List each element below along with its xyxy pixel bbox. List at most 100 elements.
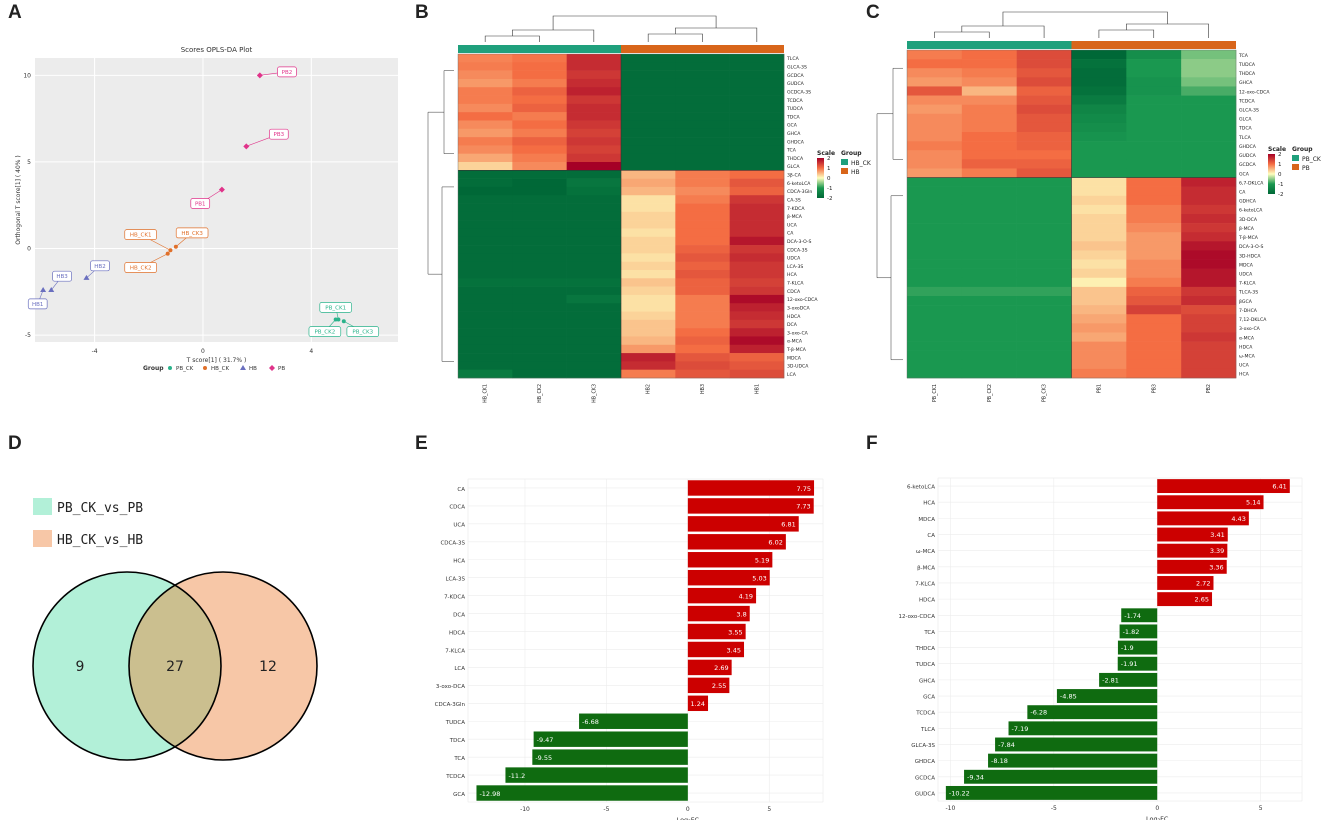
heatmap-cell bbox=[566, 369, 622, 379]
heatmap-cell bbox=[961, 104, 1017, 115]
row-dendrogram-branch bbox=[443, 70, 454, 154]
bar bbox=[532, 749, 688, 765]
bar-value-label: 3.55 bbox=[728, 628, 742, 636]
heatmap-cell bbox=[566, 186, 622, 196]
heatmap-cell bbox=[961, 186, 1017, 197]
heatmap-cell bbox=[1126, 332, 1182, 342]
heatmap-column-label: HB_CK3 bbox=[591, 384, 597, 403]
heatmap-cell bbox=[512, 220, 567, 229]
heatmap-cell bbox=[1126, 122, 1182, 133]
legend-marker bbox=[203, 366, 207, 370]
heatmap-cell bbox=[1016, 286, 1072, 297]
heatmap-cell bbox=[1126, 104, 1182, 115]
heatmap-cell bbox=[512, 112, 567, 121]
category-label: GCDCA bbox=[915, 775, 935, 781]
chart-title: Scores OPLS-DA Plot bbox=[181, 46, 253, 54]
y-tick-label: 5 bbox=[27, 159, 31, 166]
heatmap-row-label: MDCA bbox=[787, 355, 802, 361]
group-bar-treatment bbox=[621, 45, 784, 53]
bar-value-label: 6.02 bbox=[768, 539, 782, 547]
heatmap-cell bbox=[621, 220, 676, 229]
venn-count-left: 9 bbox=[76, 659, 85, 675]
scale-tick-label: -1 bbox=[1278, 182, 1283, 188]
heatmap-cell bbox=[512, 78, 567, 88]
heatmap-cell bbox=[621, 87, 676, 96]
column-dendrogram-branch bbox=[1002, 11, 1168, 26]
heatmap-cell bbox=[1126, 314, 1182, 324]
heatmap-cell bbox=[1016, 268, 1072, 279]
heatmap-cell bbox=[961, 150, 1017, 160]
column-dendrogram-branch bbox=[1098, 29, 1155, 38]
heatmap-cell bbox=[907, 50, 963, 60]
heatmap-cell bbox=[961, 368, 1017, 379]
heatmap-cell bbox=[961, 277, 1017, 288]
group-bar-control bbox=[458, 45, 621, 53]
category-label: TCDCA bbox=[445, 774, 465, 780]
heatmap-border bbox=[457, 53, 785, 379]
bar-value-label: -7.19 bbox=[1012, 725, 1029, 733]
heatmap-cell bbox=[512, 286, 567, 296]
bar-value-label: 7.75 bbox=[797, 485, 811, 493]
scale-tick-label: 1 bbox=[1278, 162, 1282, 168]
heatmap-cell bbox=[512, 145, 567, 154]
data-point bbox=[341, 319, 346, 324]
heatmap-cell bbox=[1126, 232, 1182, 242]
heatmap-cell bbox=[675, 319, 730, 329]
heatmap-row-label: GLCA-3S bbox=[1239, 108, 1259, 114]
heatmap-cell bbox=[458, 253, 513, 262]
bar-value-label: -12.98 bbox=[479, 790, 500, 798]
bar-value-label: 6.41 bbox=[1272, 483, 1286, 491]
heatmap-cell bbox=[1181, 359, 1237, 370]
heatmap-cell bbox=[1181, 177, 1237, 187]
panel-letter-a: A bbox=[8, 2, 22, 23]
x-axis-label: Log₂FC bbox=[677, 816, 700, 820]
x-tick-label: 0 bbox=[686, 806, 690, 813]
heatmap-cell bbox=[1071, 86, 1127, 96]
heatmap-cell bbox=[961, 232, 1017, 242]
heatmap-cell bbox=[458, 203, 513, 213]
heatmap-cell bbox=[1071, 296, 1127, 306]
heatmap-cell bbox=[961, 296, 1017, 306]
heatmap-cell bbox=[675, 261, 730, 271]
heatmap-cell bbox=[729, 270, 785, 279]
heatmap-cell bbox=[512, 170, 567, 179]
heatmap-cell bbox=[1071, 277, 1127, 288]
bar-value-label: -7.84 bbox=[998, 741, 1015, 749]
y-tick-label: -5 bbox=[25, 332, 31, 339]
bar-value-label: 2.55 bbox=[712, 682, 726, 690]
point-label-box bbox=[190, 198, 211, 209]
heatmap-cell bbox=[1181, 332, 1237, 342]
heatmap-column-label: HB_CK2 bbox=[537, 384, 543, 403]
group-legend-swatch bbox=[1292, 164, 1299, 170]
legend-label: PB_CK bbox=[176, 366, 194, 372]
heatmap-cell bbox=[907, 305, 963, 315]
scale-tick-label: 2 bbox=[1278, 152, 1282, 158]
heatmap-column-label: HB2 bbox=[646, 384, 652, 394]
heatmap-cell bbox=[621, 261, 676, 271]
heatmap-cell bbox=[675, 245, 730, 254]
bar bbox=[687, 480, 815, 496]
heatmap-row-label: UDCA bbox=[787, 256, 801, 262]
x-tick-label: -10 bbox=[520, 806, 530, 813]
heatmap-cell bbox=[566, 54, 622, 63]
heatmap-cell bbox=[675, 211, 730, 221]
heatmap-cell bbox=[1071, 332, 1127, 342]
heatmap-cell bbox=[1181, 223, 1237, 233]
heatmap-cell bbox=[1016, 250, 1072, 260]
heatmap-row-label: 6,7-DKLCA bbox=[1239, 180, 1264, 186]
category-label: DCA bbox=[453, 612, 465, 618]
heatmap-cell bbox=[566, 311, 622, 321]
heatmap-cell bbox=[907, 286, 963, 297]
heatmap-cell bbox=[1181, 104, 1237, 115]
point-label-box bbox=[52, 270, 72, 282]
heatmap-cell bbox=[621, 211, 676, 221]
heatmap-cell bbox=[1181, 323, 1237, 333]
heatmap-row-label: THDCA bbox=[1238, 71, 1256, 77]
heatmap-cell bbox=[729, 87, 785, 96]
heatmap-cell bbox=[907, 232, 963, 242]
heatmap-cell bbox=[675, 203, 730, 213]
heatmap-cell bbox=[1071, 95, 1127, 105]
heatmap-cell bbox=[675, 236, 730, 246]
heatmap-cell bbox=[621, 162, 676, 171]
heatmap-cell bbox=[1071, 168, 1127, 178]
